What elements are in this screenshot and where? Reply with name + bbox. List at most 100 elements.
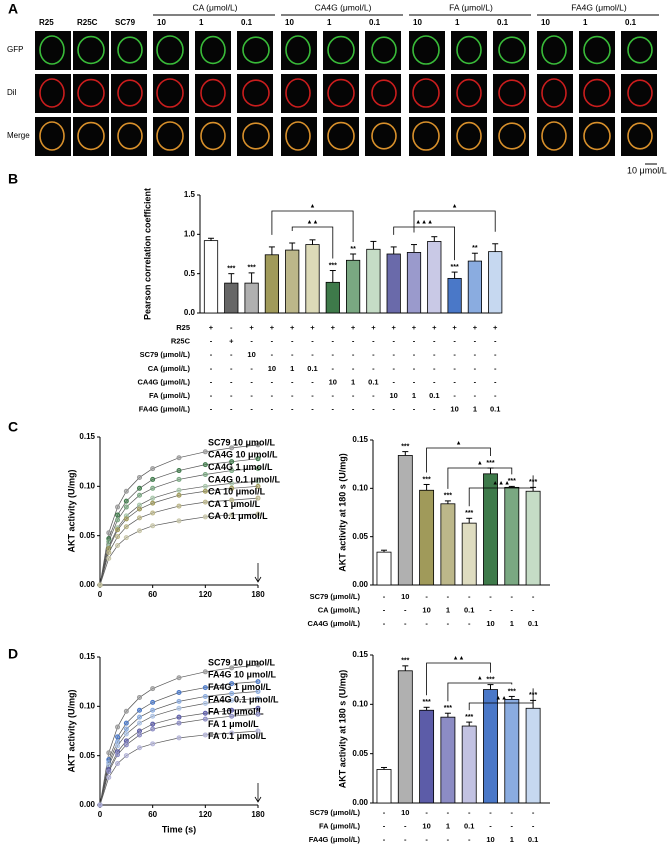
bar — [397, 455, 413, 586]
table-cell: - — [489, 808, 492, 817]
table-cell: - — [311, 337, 314, 346]
end-arrow — [254, 563, 262, 583]
table-cell: - — [352, 337, 355, 346]
table-cell: - — [453, 364, 456, 373]
table-cell: - — [511, 821, 514, 830]
cell-membrane — [156, 78, 184, 108]
table-cell: - — [291, 377, 294, 386]
significance: *** — [444, 493, 452, 500]
data-point — [255, 483, 261, 489]
table-cell: - — [311, 405, 314, 414]
bracket — [393, 226, 455, 261]
table-cell: - — [413, 337, 416, 346]
data-point — [229, 445, 235, 451]
fit-curve — [99, 444, 259, 586]
data-point — [137, 732, 142, 738]
data-point — [137, 745, 142, 751]
data-point — [123, 742, 129, 748]
table-cell: - — [230, 350, 233, 359]
table-cell: - — [332, 391, 335, 400]
table-cell: - — [468, 808, 471, 817]
bracket — [291, 226, 334, 259]
data-point — [106, 768, 112, 774]
column-label: 10 — [413, 18, 422, 27]
data-point — [106, 750, 112, 756]
table-cell: 10 — [268, 364, 276, 373]
table-cell: 1 — [446, 821, 450, 830]
bar — [483, 473, 498, 586]
data-point — [115, 517, 121, 523]
table-cell: - — [453, 350, 456, 359]
table-cell: 0.1 — [464, 605, 474, 614]
data-point — [202, 488, 208, 494]
significance: *** — [423, 699, 431, 706]
fit-curve — [99, 481, 259, 586]
x-tick-label: 120 — [199, 810, 213, 819]
y-tick-label: 0.05 — [352, 532, 368, 541]
table-cell: - — [489, 821, 492, 830]
bar — [504, 486, 520, 586]
significance: *** — [423, 476, 431, 483]
data-point — [123, 504, 129, 510]
y-tick-label: 0.05 — [352, 749, 368, 758]
data-point — [137, 506, 142, 512]
table-row-label: SC79 (μmol/L) — [310, 592, 361, 601]
data-point — [115, 761, 121, 767]
cell-membrane — [412, 121, 440, 151]
cell-membrane — [77, 78, 105, 108]
column-label: 10 — [157, 18, 166, 27]
fit-curve — [99, 698, 259, 806]
table-cell: - — [210, 391, 213, 400]
legend-label: SC79 10 μmol/L — [208, 437, 276, 447]
cell-membrane — [541, 78, 567, 108]
table-cell: - — [404, 821, 407, 830]
significance: *** — [444, 705, 452, 712]
bracket-label: ▲▲ — [453, 656, 465, 662]
bar — [406, 252, 422, 314]
column-label: 0.1 — [241, 18, 253, 27]
data-point — [255, 466, 261, 472]
bracket-label: ▲▲▲ — [492, 481, 510, 487]
bracket-label: ▲ — [310, 204, 316, 210]
data-point — [150, 476, 156, 482]
table-cell: - — [447, 808, 450, 817]
table-cell: - — [210, 364, 213, 373]
table-cell: - — [372, 364, 375, 373]
table-cell: - — [425, 592, 428, 601]
table-cell: - — [532, 821, 535, 830]
data-point — [137, 515, 142, 521]
bar — [376, 769, 392, 804]
table-row-label: CA (μmol/L) — [318, 605, 361, 614]
table-cell: - — [311, 377, 314, 386]
cell-membrane — [242, 79, 270, 107]
table-cell: + — [392, 323, 397, 332]
table-cell: - — [494, 337, 497, 346]
table-cell: - — [433, 350, 436, 359]
data-point — [150, 500, 156, 506]
fit-curve — [99, 707, 259, 806]
bar — [203, 240, 219, 314]
table-cell: - — [474, 364, 477, 373]
data-point — [229, 730, 235, 736]
data-point — [115, 504, 121, 510]
bar — [483, 689, 498, 804]
y-tick-label: 0.15 — [79, 652, 95, 661]
bar — [525, 707, 541, 804]
table-cell: - — [383, 808, 386, 817]
legend-label: CA4G 0.1 μmol/L — [208, 474, 281, 484]
panel-letter: C — [8, 419, 18, 435]
bar — [366, 248, 381, 314]
data-point — [229, 691, 235, 697]
data-point — [229, 707, 235, 713]
cell-membrane — [627, 79, 653, 107]
table-cell: - — [383, 592, 386, 601]
table-cell: + — [310, 323, 315, 332]
row-label: Merge — [7, 131, 30, 140]
table-cell: - — [433, 337, 436, 346]
table-cell: - — [392, 377, 395, 386]
y-axis-label: AKT activity at 180 s (U/mg) — [337, 670, 347, 789]
significance: *** — [486, 676, 494, 683]
panel-letter: D — [8, 646, 18, 662]
cell-membrane — [456, 78, 482, 108]
cell-membrane — [412, 78, 440, 108]
